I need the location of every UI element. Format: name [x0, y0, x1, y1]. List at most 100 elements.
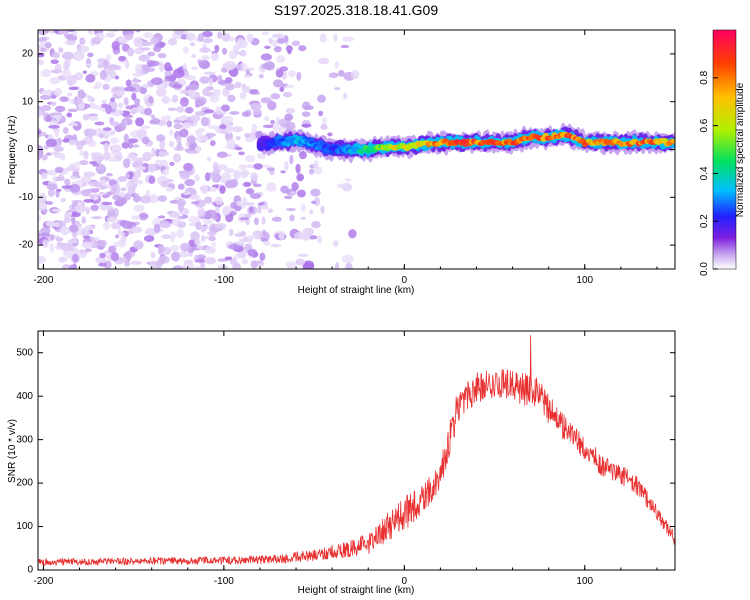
noise-speckle: [153, 223, 161, 234]
noise-speckle: [132, 144, 140, 148]
noise-speckle: [266, 167, 275, 172]
noise-speckle: [227, 94, 236, 103]
noise-speckle: [244, 132, 251, 139]
noise-speckle: [180, 122, 192, 129]
noise-speckle: [177, 183, 185, 190]
noise-speckle: [92, 105, 103, 110]
noise-speckle: [341, 254, 354, 264]
noise-speckle: [102, 59, 109, 69]
noise-speckle: [283, 195, 293, 200]
noise-speckle: [86, 63, 92, 67]
noise-speckle: [214, 88, 221, 97]
noise-speckle: [224, 256, 233, 261]
noise-speckle: [302, 262, 315, 269]
noise-speckle: [240, 230, 246, 237]
noise-speckle: [131, 92, 137, 101]
noise-speckle: [130, 226, 143, 234]
noise-speckle: [272, 122, 280, 133]
noise-speckle: [149, 260, 158, 269]
noise-speckle: [140, 125, 151, 129]
noise-speckle: [209, 234, 216, 241]
noise-speckle: [202, 88, 210, 96]
noise-speckle: [202, 218, 214, 225]
noise-speckle: [83, 150, 89, 160]
noise-speckle: [252, 109, 262, 116]
noise-speckle: [101, 179, 106, 184]
noise-speckle: [204, 257, 217, 265]
noise-speckle: [108, 156, 118, 162]
noise-speckle: [279, 86, 285, 92]
noise-speckle: [319, 33, 327, 43]
noise-speckle: [108, 245, 117, 253]
noise-speckle: [275, 55, 286, 64]
noise-speckle: [68, 264, 78, 269]
noise-speckle: [40, 104, 52, 112]
noise-speckle: [78, 102, 85, 110]
noise-speckle: [169, 161, 175, 167]
noise-speckle: [171, 211, 176, 218]
noise-speckle: [87, 96, 93, 103]
noise-speckle: [159, 159, 169, 167]
noise-speckle: [44, 42, 52, 49]
noise-speckle: [124, 192, 132, 201]
noise-speckle: [73, 98, 84, 105]
noise-speckle: [160, 180, 170, 188]
noise-speckle: [87, 52, 94, 58]
noise-speckle: [221, 129, 227, 135]
noise-speckle: [189, 42, 196, 47]
noise-speckle: [249, 193, 262, 199]
noise-speckle: [143, 235, 155, 243]
spectrogram-x-tick-label: -100: [214, 275, 234, 286]
noise-speckle: [61, 264, 72, 269]
noise-speckle: [160, 115, 172, 121]
noise-speckle: [278, 126, 284, 134]
noise-speckle: [47, 188, 55, 197]
noise-speckle: [173, 30, 185, 35]
noise-speckle: [182, 62, 188, 70]
noise-speckle: [70, 176, 78, 180]
noise-speckle: [228, 243, 241, 250]
noise-speckle: [132, 77, 138, 83]
noise-speckle: [158, 151, 170, 157]
noise-speckle: [188, 195, 200, 200]
noise-speckle: [229, 111, 240, 115]
noise-speckle: [239, 217, 250, 221]
noise-speckle: [202, 78, 208, 82]
noise-speckle: [90, 152, 103, 157]
noise-speckle: [191, 53, 197, 58]
noise-speckle: [204, 172, 211, 182]
noise-speckle: [173, 119, 184, 123]
noise-speckle: [116, 195, 128, 205]
noise-speckle: [42, 239, 49, 249]
noise-speckle: [343, 92, 348, 99]
noise-speckle: [133, 240, 144, 250]
noise-speckle: [151, 77, 163, 85]
noise-speckle: [38, 214, 42, 222]
noise-speckle: [168, 140, 175, 148]
noise-speckle: [235, 135, 241, 141]
noise-speckle: [188, 216, 200, 223]
noise-speckle: [345, 262, 353, 269]
noise-speckle: [143, 32, 154, 39]
noise-speckle: [210, 52, 219, 61]
noise-speckle: [135, 117, 145, 127]
noise-speckle: [229, 36, 235, 42]
noise-speckle: [133, 204, 145, 213]
noise-speckle: [197, 33, 204, 42]
noise-speckle: [75, 72, 83, 80]
noise-speckle: [215, 111, 227, 115]
noise-speckle: [107, 30, 120, 33]
noise-speckle: [332, 240, 339, 248]
noise-speckle: [311, 220, 321, 229]
noise-speckle: [214, 223, 227, 229]
noise-speckle: [262, 124, 275, 129]
noise-speckle: [247, 67, 255, 71]
noise-speckle: [117, 175, 128, 183]
noise-speckle: [102, 83, 110, 91]
noise-speckle: [182, 191, 191, 196]
noise-speckle: [176, 221, 187, 229]
noise-speckle: [280, 170, 286, 174]
noise-speckle: [228, 228, 234, 237]
noise-speckle: [74, 204, 86, 214]
noise-speckle: [105, 32, 116, 38]
